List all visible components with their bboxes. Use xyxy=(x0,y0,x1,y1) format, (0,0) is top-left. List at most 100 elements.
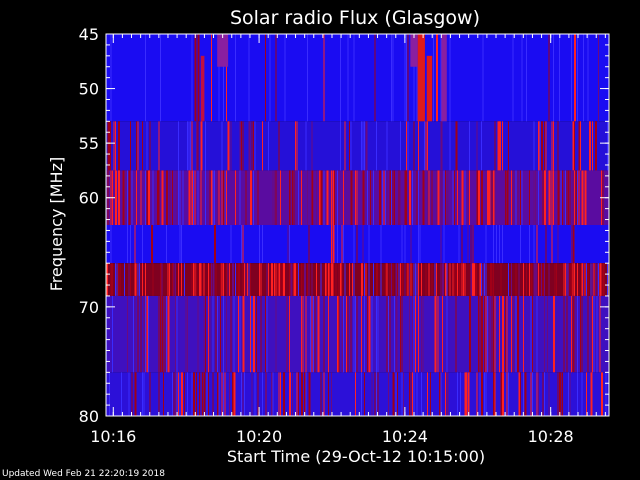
spectrogram-spike xyxy=(551,225,553,264)
spectrogram-spike xyxy=(571,295,572,373)
spectrogram-spike xyxy=(587,295,589,373)
spectrogram-spike xyxy=(248,121,251,171)
spectrogram-spike xyxy=(478,170,480,225)
spectrogram-spike xyxy=(328,263,330,296)
spectrogram-column xyxy=(416,263,418,296)
spectrogram-column xyxy=(166,225,167,264)
spectrogram-spike xyxy=(196,263,197,296)
spectrogram-spike xyxy=(125,170,127,225)
spectrogram-column xyxy=(521,170,523,225)
spectrogram-spike xyxy=(211,170,213,225)
spectrogram-column xyxy=(305,372,307,416)
spectrogram-spike xyxy=(592,263,594,296)
spectrogram-spike xyxy=(572,225,575,264)
spectrogram-spike xyxy=(445,372,446,416)
spectrogram-spike xyxy=(469,170,470,225)
spectrogram-spike xyxy=(485,295,487,373)
spectrogram-spike xyxy=(499,121,501,171)
spectrogram-spike xyxy=(562,372,563,416)
spectrogram-spike xyxy=(406,263,408,296)
spectrogram-column xyxy=(179,170,181,225)
spectrogram-column xyxy=(241,372,242,416)
spectrogram-spike xyxy=(427,372,428,416)
spectrogram-spike xyxy=(598,34,599,122)
spectrogram-spike xyxy=(293,170,295,225)
spectrogram-spike xyxy=(449,263,451,296)
spectrogram-spike xyxy=(290,170,292,225)
spectrogram-column xyxy=(361,121,362,171)
spectrogram-spike xyxy=(491,263,493,296)
spectrogram-spike xyxy=(230,121,232,171)
spectrogram-spike xyxy=(343,170,344,225)
spectrogram-spike xyxy=(533,263,536,296)
spectrogram-column xyxy=(112,295,113,373)
spectrogram-spike xyxy=(209,263,211,296)
spectrogram-spike xyxy=(404,170,407,225)
spectrogram-spike xyxy=(566,170,568,225)
spectrogram-spike xyxy=(464,372,467,416)
spectrogram-spike xyxy=(127,295,128,373)
spectrogram-column xyxy=(598,263,599,296)
spectrogram-spike xyxy=(301,295,302,373)
spectrogram-spike xyxy=(472,225,474,264)
spectrogram-spike xyxy=(515,263,517,296)
spectrogram-spike xyxy=(407,263,409,296)
spectrogram-spike xyxy=(530,372,532,416)
spectrogram-spike xyxy=(226,170,227,225)
spectrogram-plot-area xyxy=(106,34,609,416)
spectrogram-spike xyxy=(376,263,378,296)
spectrogram-spike xyxy=(209,295,211,373)
spectrogram-spike xyxy=(485,170,487,225)
spectrogram-spike xyxy=(340,263,342,296)
spectrogram-column xyxy=(469,121,470,171)
spectrogram-spike xyxy=(274,170,275,225)
spectrogram-spike xyxy=(364,372,365,416)
spectrogram-spike xyxy=(107,121,110,171)
spectrogram-spike xyxy=(140,170,142,225)
spectrogram-column xyxy=(479,372,481,416)
spectrogram-spike xyxy=(427,121,428,171)
spectrogram-spike xyxy=(296,263,298,296)
spectrogram-spike xyxy=(298,372,299,416)
spectrogram-spike xyxy=(301,263,302,296)
spectrogram-column xyxy=(172,372,173,416)
spectrogram-spike xyxy=(497,121,500,171)
spectrogram-spike xyxy=(541,121,543,171)
spectrogram-column xyxy=(419,225,421,264)
spectrogram-spike xyxy=(581,263,584,296)
spectrogram-spike xyxy=(199,372,200,416)
spectrogram-spike xyxy=(338,295,340,373)
spectrogram-column xyxy=(142,225,143,264)
spectrogram-spike xyxy=(428,263,430,296)
spectrogram-spike xyxy=(583,263,584,296)
spectrogram-column xyxy=(353,34,355,122)
spectrogram-column xyxy=(499,225,500,264)
spectrogram-spike xyxy=(196,121,198,171)
spectrogram-column xyxy=(115,263,116,296)
spectrogram-column xyxy=(484,372,485,416)
spectrogram-spike xyxy=(469,295,471,373)
spectrogram-spike xyxy=(529,263,530,296)
spectrogram-spike xyxy=(308,263,310,296)
spectrogram-column xyxy=(289,225,290,264)
spectrogram-column xyxy=(368,225,370,264)
spectrogram-spike xyxy=(542,372,544,416)
spectrogram-column xyxy=(553,34,554,122)
spectrogram-spike xyxy=(374,372,376,416)
spectrogram-spike xyxy=(470,263,473,296)
spectrogram-column xyxy=(577,372,578,416)
spectrogram-spike xyxy=(142,263,143,296)
spectrogram-spike xyxy=(538,263,539,296)
spectrogram-spike xyxy=(362,170,365,225)
spectrogram-spike xyxy=(265,34,266,122)
spectrogram-spike xyxy=(494,170,496,225)
spectrogram-spike xyxy=(574,170,575,225)
spectrogram-spike xyxy=(344,121,346,171)
spectrogram-spike xyxy=(581,295,583,373)
spectrogram-column xyxy=(508,372,509,416)
spectrogram-spike xyxy=(265,295,266,373)
spectrogram-spike xyxy=(412,372,413,416)
spectrogram-spike xyxy=(395,295,398,373)
spectrogram-column xyxy=(607,263,608,296)
